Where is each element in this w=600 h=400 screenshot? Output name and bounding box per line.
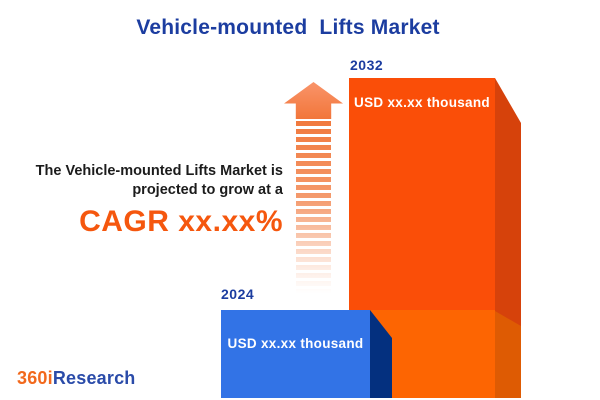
logo-part-research: Research [52, 368, 136, 388]
bar-2032-year-label: 2032 [350, 57, 384, 73]
growth-arrow-icon [284, 82, 343, 119]
growth-arrow-tail [296, 121, 331, 293]
cagr-value: CAGR xx.xx% [79, 205, 283, 238]
logo-360iresearch: 360iResearch [17, 368, 136, 389]
projection-line-1: The Vehicle-mounted Lifts Market is [35, 163, 283, 179]
page-title: Vehicle-mounted Lifts Market [136, 16, 440, 39]
bar-2024-side-face [370, 310, 392, 398]
projection-line-2: projected to grow at a [132, 182, 283, 198]
bar-2032-lower-side-face [495, 311, 521, 398]
bar-2032-value-label: USD xx.xx thousand [354, 95, 490, 110]
bar-2024-value-label: USD xx.xx thousand [227, 336, 364, 351]
bar-2024-front-face [221, 310, 370, 398]
projection-text-block: The Vehicle-mounted Lifts Market is proj… [36, 162, 283, 239]
bar-2024-year-label: 2024 [221, 286, 255, 302]
logo-part-360i: 360i [17, 368, 53, 388]
